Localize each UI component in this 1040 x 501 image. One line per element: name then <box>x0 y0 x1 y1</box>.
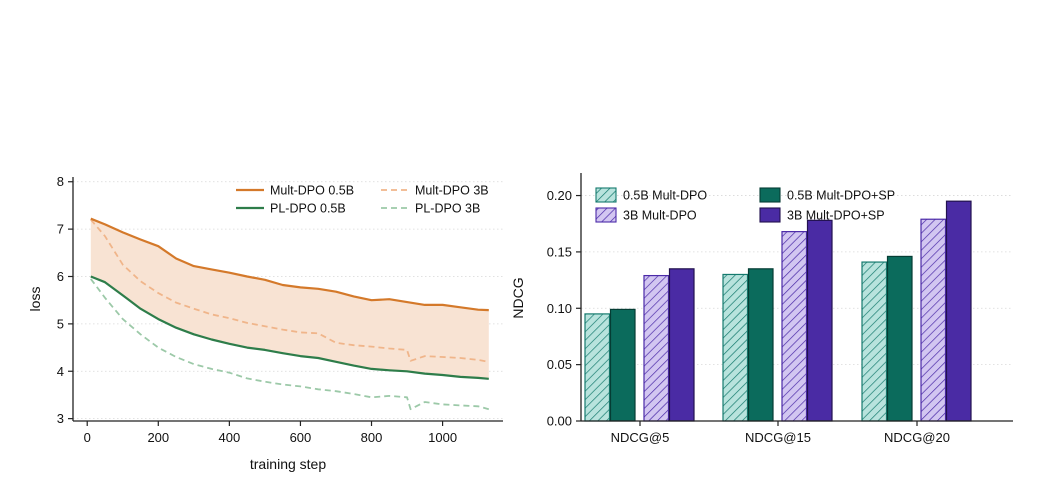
ndcg-xtick-label-ndcg-15: NDCG@15 <box>745 430 811 445</box>
loss-ytick-label-6: 6 <box>57 269 64 284</box>
loss-legend-label-mult-dpo-0-5b: Mult-DPO 0.5B <box>270 184 354 198</box>
ndcg-legend-swatch-0-5b-mult-dpo <box>595 187 617 203</box>
ndcg-chart-bars <box>584 200 972 422</box>
ndcg-bar-3b-mult-dpo-sp-ndcg-5 <box>668 268 695 422</box>
loss-legend-label-mult-dpo-3b: Mult-DPO 3B <box>415 184 489 198</box>
ndcg-bar-0-5b-mult-dpo-sp-ndcg-20 <box>886 255 913 422</box>
loss-line-mult-dpo-0-5b <box>90 217 489 312</box>
ndcg-xtick-label-ndcg-20: NDCG@20 <box>884 430 950 445</box>
loss-chart: 3 4 5 6 7 8 0 200 400 600 800 1000 training step lo… <box>27 174 503 472</box>
loss-chart-series <box>90 217 490 411</box>
loss-line-mult-dpo-3b <box>90 219 489 363</box>
loss-chart-xlabel: training step <box>250 456 326 472</box>
ndcg-bar-0-5b-mult-dpo-ndcg-20 <box>861 261 888 422</box>
ndcg-legend-swatch-0-5b-mult-dpo-sp <box>759 187 781 203</box>
loss-xtick-label-0: 0 <box>84 430 91 445</box>
ndcg-legend-label-3b-mult-dpo-sp: 3B Mult-DPO+SP <box>787 209 885 223</box>
ndcg-bar-3b-mult-dpo-ndcg-20 <box>920 218 947 422</box>
loss-chart-shaded-band <box>90 218 489 379</box>
ndcg-bar-3b-mult-dpo-sp-ndcg-15 <box>806 219 833 422</box>
loss-line-pl-dpo-0-5b <box>90 275 489 380</box>
ndcg-legend-swatch-3b-mult-dpo <box>595 207 617 223</box>
ndcg-ytick-label-0-15: 0.15 <box>547 244 572 259</box>
loss-ytick-label-4: 4 <box>57 364 64 379</box>
loss-chart-axes <box>72 177 503 422</box>
ndcg-bar-0-5b-mult-dpo-ndcg-15 <box>722 273 749 422</box>
loss-ytick-label-8: 8 <box>57 174 64 189</box>
ndcg-chart-axes <box>580 173 1013 422</box>
ndcg-ytick-label-0-20: 0.20 <box>547 188 572 203</box>
ndcg-ytick-label-0-10: 0.10 <box>547 301 572 316</box>
ndcg-xtick-label-ndcg-5: NDCG@5 <box>611 430 670 445</box>
loss-chart-ylabel: loss <box>27 287 43 312</box>
ndcg-legend-label-0-5b-mult-dpo: 0.5B Mult-DPO <box>623 189 707 203</box>
ndcg-ytick-label-0-05: 0.05 <box>547 357 572 372</box>
loss-chart-legend: Mult-DPO 0.5B Mult-DPO 3B PL-DPO 0.5B PL-DP… <box>236 184 489 216</box>
ndcg-bar-3b-mult-dpo-ndcg-5 <box>643 274 670 422</box>
ndcg-chart-ticks: 0.00 0.05 0.10 0.15 0.20 NDCG@5 NDCG@15 NDCG@20 <box>547 188 950 445</box>
loss-xtick-label-400: 400 <box>219 430 241 445</box>
loss-ytick-label-5: 5 <box>57 316 64 331</box>
loss-xtick-label-1000: 1000 <box>428 430 457 445</box>
ndcg-legend-swatch-3b-mult-dpo-sp <box>759 207 781 223</box>
ndcg-legend-label-0-5b-mult-dpo-sp: 0.5B Mult-DPO+SP <box>787 189 895 203</box>
loss-ytick-label-3: 3 <box>57 411 64 426</box>
ndcg-ytick-label-0-00: 0.00 <box>547 414 572 429</box>
ndcg-bar-0-5b-mult-dpo-sp-ndcg-5 <box>609 308 636 422</box>
ndcg-chart-legend: 0.5B Mult-DPO 0.5B Mult-DPO+SP 3B Mult-DPO… <box>595 187 895 223</box>
ndcg-bar-3b-mult-dpo-ndcg-15 <box>781 231 808 422</box>
ndcg-chart-ylabel: NDCG <box>510 277 526 318</box>
loss-line-pl-dpo-3b <box>90 278 490 411</box>
loss-xtick-label-600: 600 <box>290 430 312 445</box>
loss-ytick-label-7: 7 <box>57 222 64 237</box>
loss-legend-label-pl-dpo-3b: PL-DPO 3B <box>415 202 480 216</box>
ndcg-bar-0-5b-mult-dpo-ndcg-5 <box>584 313 611 422</box>
loss-chart-ticks: 3 4 5 6 7 8 0 200 400 600 800 1000 <box>57 174 457 445</box>
ndcg-chart: 0.00 0.05 0.10 0.15 0.20 NDCG@5 NDCG@15 NDCG@20… <box>510 173 1013 445</box>
loss-xtick-label-200: 200 <box>147 430 169 445</box>
loss-xtick-label-800: 800 <box>361 430 383 445</box>
loss-legend-label-pl-dpo-0-5b: PL-DPO 0.5B <box>270 202 346 216</box>
ndcg-bar-3b-mult-dpo-sp-ndcg-20 <box>945 200 972 422</box>
ndcg-bar-0-5b-mult-dpo-sp-ndcg-15 <box>747 268 774 422</box>
ndcg-legend-label-3b-mult-dpo: 3B Mult-DPO <box>623 209 697 223</box>
